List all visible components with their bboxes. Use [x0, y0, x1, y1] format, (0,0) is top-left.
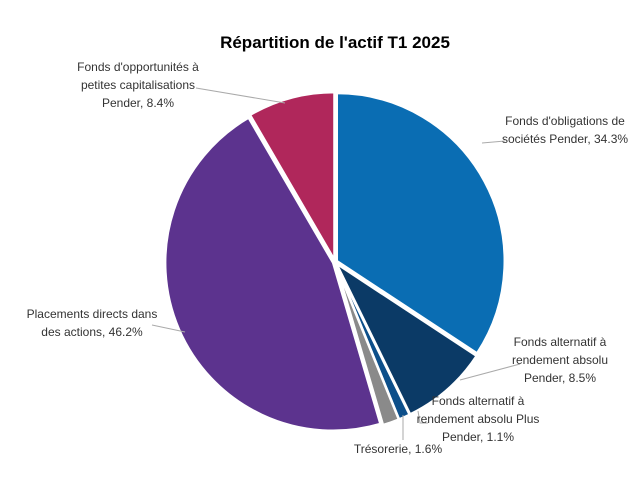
leader-line: [417, 410, 428, 424]
data-label-line: sociétés Pender, 34.3%: [502, 132, 628, 146]
chart-title: Répartition de l'actif T1 2025: [220, 33, 450, 52]
pie-slice: [335, 91, 506, 356]
data-label-line: Fonds alternatif à: [514, 335, 607, 349]
data-label-line: rendement absolu: [512, 353, 608, 367]
pie-slice: [248, 90, 336, 265]
data-label-line: Fonds d'obligations de: [505, 114, 625, 128]
data-label-line: Fonds d'opportunités à: [77, 60, 199, 74]
data-label-line: Trésorerie, 1.6%: [354, 442, 443, 456]
data-label-line: Pender, 8.4%: [102, 96, 174, 110]
data-label-line: des actions, 46.2%: [41, 325, 143, 339]
pie-slice: [163, 115, 383, 432]
data-label: Fonds d'obligations de sociétés Pender, 3…: [502, 114, 628, 146]
leader-line: [195, 87, 286, 104]
pie-slice: [333, 259, 479, 417]
slices: [163, 90, 506, 432]
leader-line: [459, 363, 521, 381]
data-label: Fonds d'opportunités à petites capitalisa…: [77, 60, 199, 110]
data-label-line: Pender, 1.1%: [442, 430, 514, 444]
data-label-line: Placements directs dans: [27, 307, 158, 321]
data-label: Trésorerie, 1.6%: [354, 442, 443, 456]
data-label: Fonds alternatif à rendement absolu Pender…: [512, 335, 608, 385]
data-label-line: Fonds alternatif à: [432, 394, 525, 408]
data-label-line: rendement absolu Plus: [417, 412, 540, 426]
leader-line: [151, 324, 186, 333]
data-label: Fonds alternatif à rendement absolu Plus P…: [417, 394, 540, 444]
data-label: Placements directs dans des actions, 46.2…: [27, 307, 158, 339]
data-labels: Fonds d'obligations de sociétés Pender, 3…: [27, 60, 629, 456]
pie-slice: [334, 263, 401, 427]
data-label-line: petites capitalisations: [81, 78, 195, 92]
data-label-line: Pender, 8.5%: [524, 371, 596, 385]
leader-lines: [151, 87, 521, 440]
leader-line: [481, 140, 506, 144]
